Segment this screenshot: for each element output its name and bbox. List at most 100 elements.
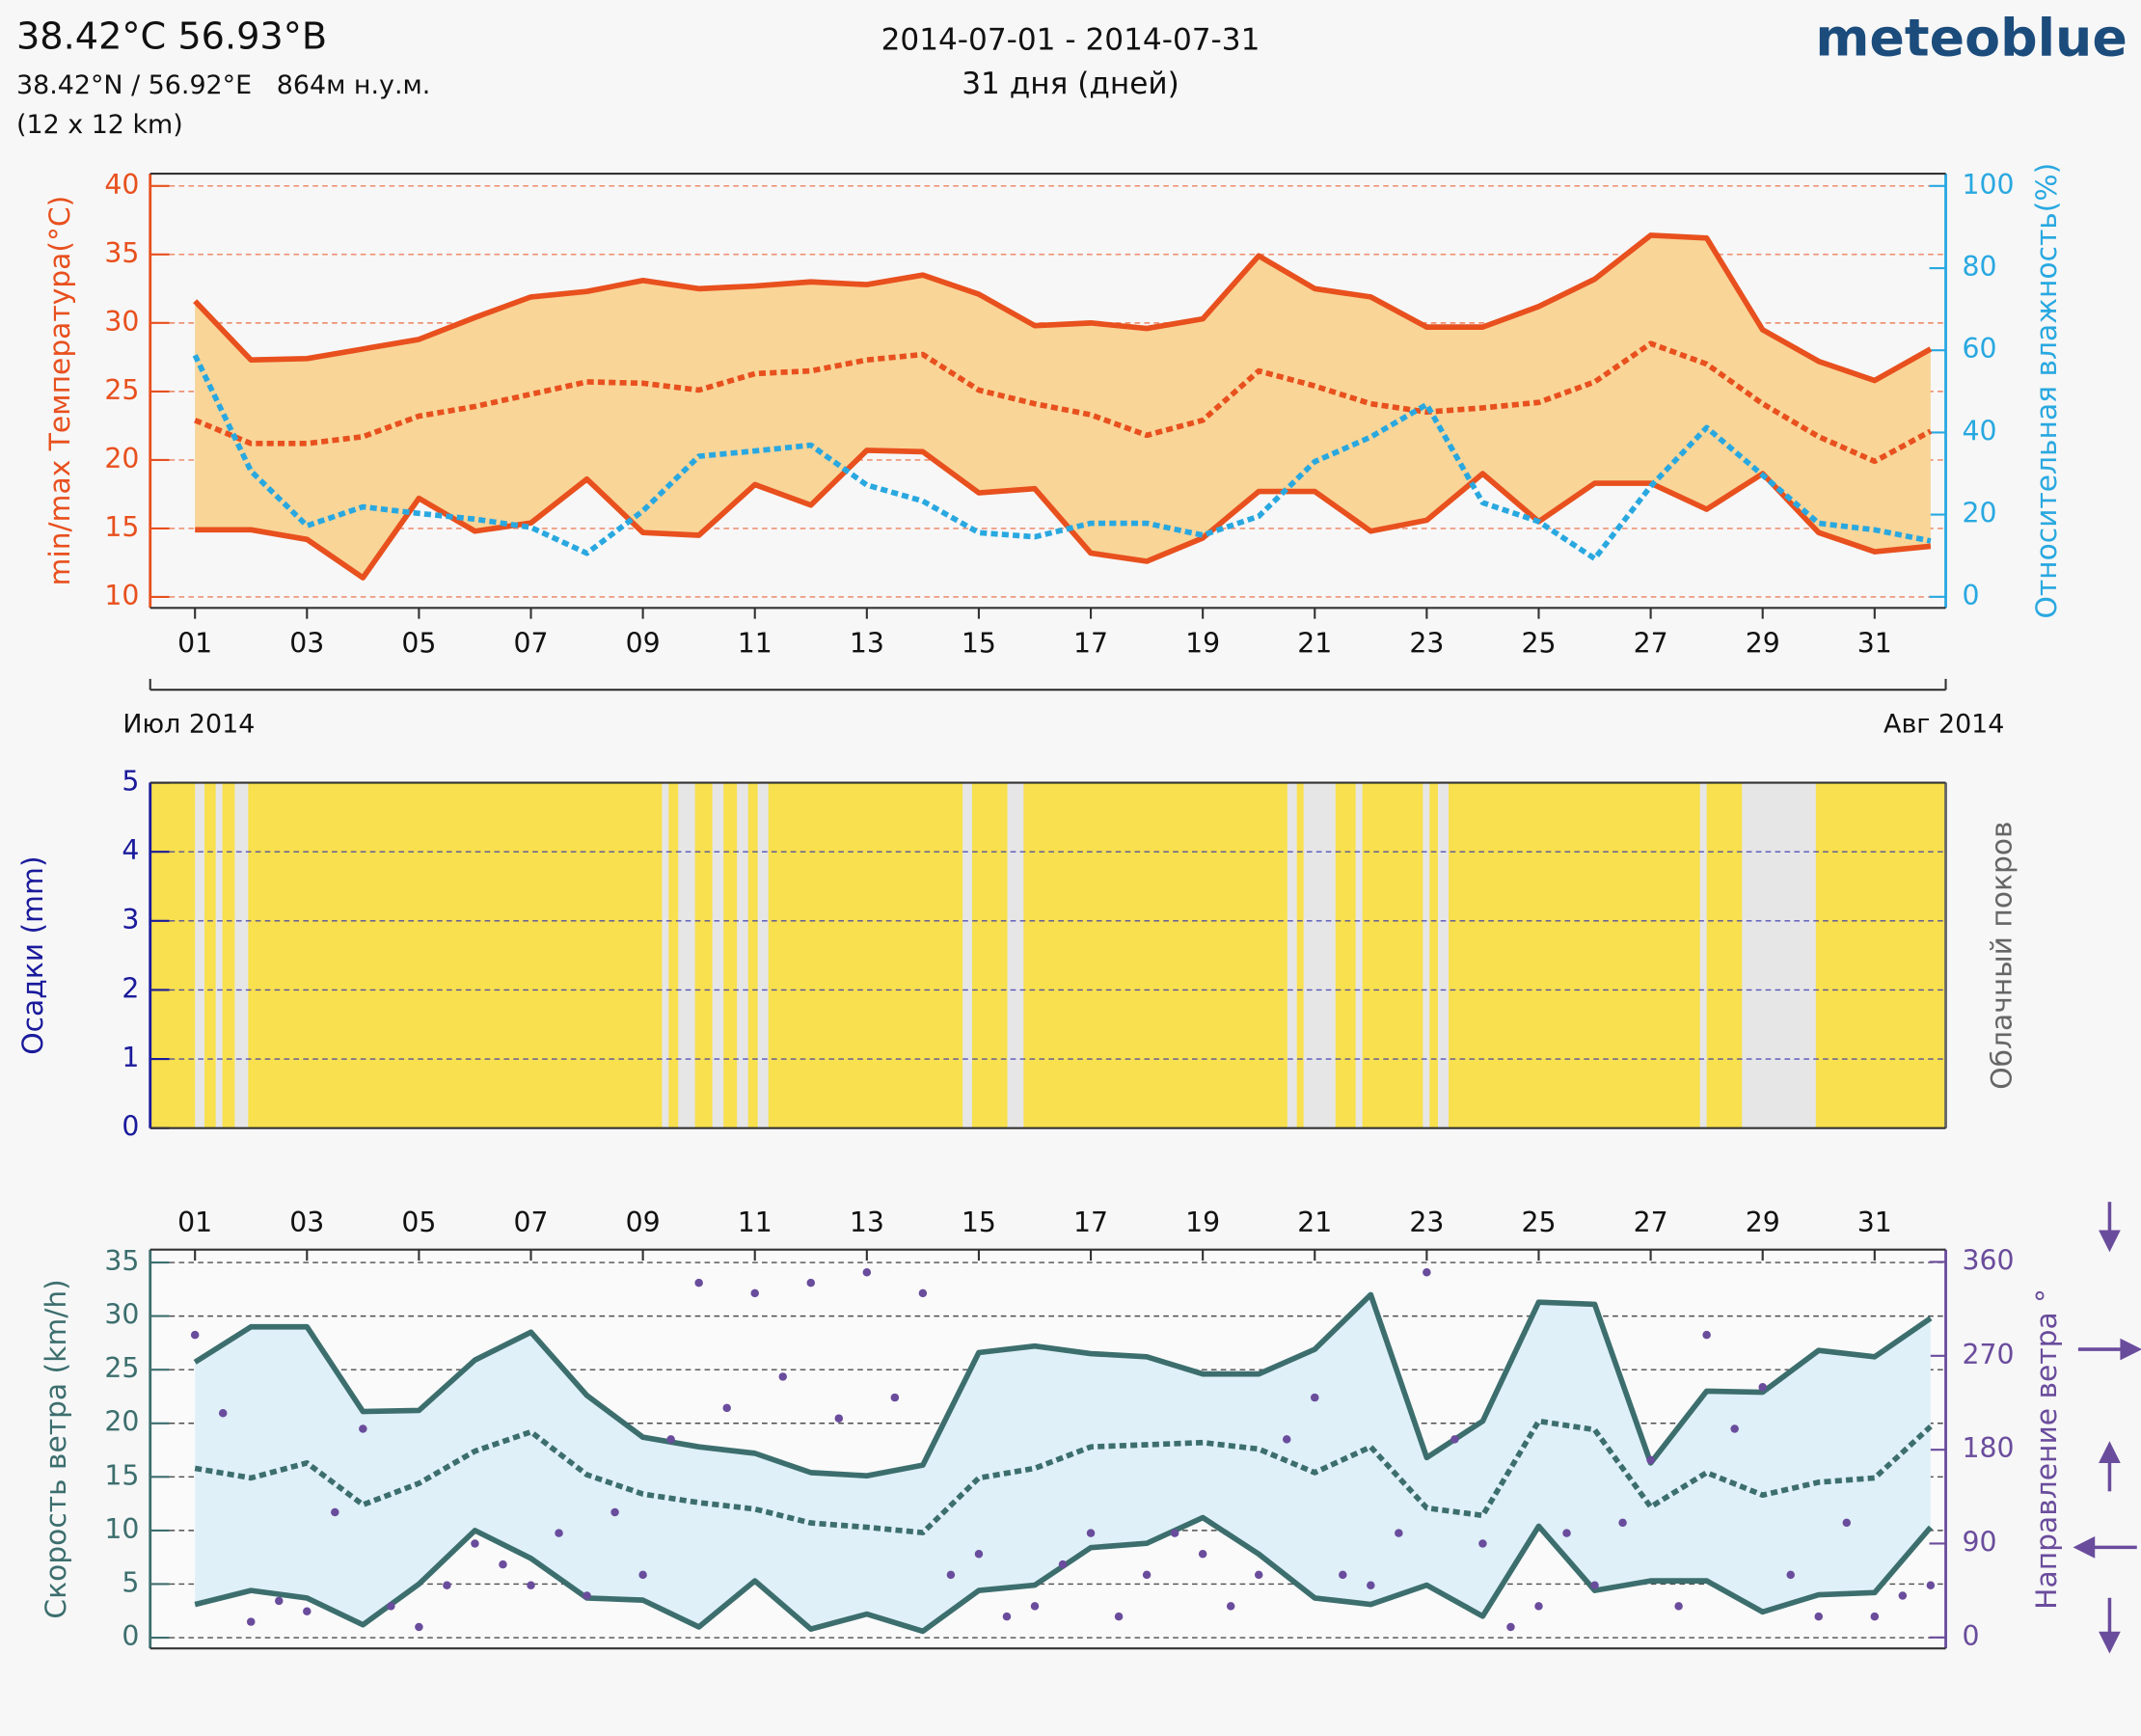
cloud-stripe: [962, 782, 972, 1128]
y-tick-label: 30: [104, 306, 139, 338]
x-tick-label: 11: [738, 1207, 772, 1238]
cloud-stripe: [757, 782, 769, 1128]
y2-axis-label: Относительная влажность(%): [2030, 163, 2064, 619]
x-tick-label: 05: [401, 1207, 436, 1238]
x-tick-label: 21: [1297, 628, 1332, 660]
x-tick-label: 01: [177, 1207, 212, 1238]
x-tick-label: 07: [514, 1207, 549, 1238]
grid-size: (12 x 12 km): [16, 110, 183, 140]
y-tick-label: 3: [122, 904, 139, 936]
x-tick-label: 29: [1746, 1207, 1780, 1238]
y-tick-label: 4: [122, 834, 139, 866]
wind-arrows: [2073, 1202, 2141, 1654]
cloud-stripe: [1355, 782, 1363, 1128]
direction-dot: [1814, 1612, 1824, 1621]
x-tick-label: 03: [289, 628, 324, 660]
y2-tick-label: 0: [1963, 580, 1980, 611]
direction-dot: [1786, 1570, 1795, 1580]
direction-dot: [443, 1581, 451, 1589]
y-tick-label: 15: [104, 511, 139, 543]
x-tick-label: 17: [1073, 1207, 1108, 1238]
direction-dot: [1478, 1539, 1487, 1548]
y2-tick-label: 100: [1963, 169, 2015, 201]
cloud-stripe: [234, 782, 249, 1128]
direction-dot: [806, 1278, 816, 1288]
period: 2014-07-01 - 2014-07-31: [881, 23, 1260, 58]
direction-dot: [1002, 1612, 1012, 1621]
x-tick-label: 15: [962, 1207, 996, 1238]
y-tick-label: 25: [104, 1352, 139, 1384]
series-line: [193, 232, 1933, 384]
direction-dot: [1423, 1268, 1431, 1277]
x-tick-label: 19: [1185, 1207, 1220, 1238]
direction-dot: [275, 1596, 284, 1606]
series-line: [192, 354, 1932, 562]
y2-tick-label: 360: [1963, 1244, 2015, 1276]
y-tick-label: 2: [122, 972, 139, 1004]
y-tick-label: 35: [104, 1245, 139, 1277]
x-tick-label: 21: [1297, 1207, 1332, 1238]
y-tick-label: 10: [104, 580, 139, 611]
direction-dot: [1674, 1602, 1683, 1611]
y2-tick-label: 270: [1963, 1339, 2015, 1370]
direction-dot: [1534, 1602, 1543, 1611]
y-tick-label: 20: [104, 1406, 139, 1438]
x-tick-label: 27: [1634, 628, 1668, 660]
y2-tick-label: 20: [1963, 498, 1997, 529]
direction-dot: [1030, 1602, 1040, 1611]
x-tick-label: 17: [1073, 628, 1108, 660]
direction-dot: [974, 1550, 984, 1559]
y-axis-label: Осадки (mm): [16, 855, 50, 1054]
direction-dot: [471, 1539, 479, 1548]
direction-dot: [1311, 1393, 1319, 1402]
x-tick-label: 07: [514, 628, 549, 660]
direction-dot: [359, 1424, 367, 1433]
y-tick-label: 35: [104, 237, 139, 269]
cloud-stripe: [1437, 782, 1450, 1128]
month-label: Авг 2014: [1884, 710, 2004, 740]
cloud-stripe: [737, 782, 748, 1128]
direction-dot: [778, 1372, 787, 1381]
direction-dot: [190, 1330, 200, 1340]
direction-dot: [638, 1570, 647, 1580]
x-tick-label: 25: [1521, 628, 1556, 660]
y2-tick-label: 180: [1963, 1432, 2015, 1464]
x-tick-label: 09: [626, 1207, 661, 1238]
direction-dot: [1730, 1424, 1739, 1433]
y-tick-label: 10: [104, 1513, 139, 1545]
cloud-stripe: [1699, 782, 1707, 1128]
x-tick-label: 25: [1521, 1207, 1556, 1238]
y-tick-label: 15: [104, 1459, 139, 1491]
direction-dot: [1618, 1518, 1627, 1528]
direction-dot: [1395, 1529, 1403, 1537]
coordinates: 38.42°N / 56.92°E 864м н.у.м.: [16, 70, 430, 100]
y-tick-label: 5: [122, 1566, 139, 1598]
direction-dot: [1842, 1518, 1852, 1528]
direction-dot: [1254, 1570, 1263, 1580]
direction-dot: [1702, 1330, 1711, 1340]
direction-dot: [331, 1507, 339, 1517]
y-axis-label: min/max Температура(°C): [43, 196, 77, 586]
direction-dot: [918, 1288, 928, 1298]
direction-dot: [1282, 1435, 1291, 1444]
direction-dot: [834, 1414, 844, 1423]
direction-dot: [722, 1403, 731, 1413]
x-tick-label: 13: [850, 1207, 884, 1238]
x-tick-label: 01: [177, 628, 212, 660]
cloud-stripe: [1007, 782, 1024, 1128]
y2-tick-label: 40: [1963, 415, 1997, 447]
direction-dot: [527, 1581, 535, 1589]
series-line: [194, 1418, 1933, 1535]
month-label: Июл 2014: [122, 710, 255, 740]
y2-tick-label: 80: [1963, 251, 1997, 283]
x-tick-label: 31: [1857, 1207, 1892, 1238]
y2-tick-label: 0: [1963, 1620, 1980, 1652]
direction-dot: [1367, 1581, 1375, 1589]
direction-dot: [303, 1607, 312, 1615]
direction-dot: [415, 1622, 423, 1632]
y-tick-label: 30: [104, 1299, 139, 1331]
y-axis-label: Скорость ветра (km/h): [40, 1279, 73, 1618]
direction-dot: [1926, 1581, 1936, 1589]
x-tick-label: 05: [401, 628, 436, 660]
